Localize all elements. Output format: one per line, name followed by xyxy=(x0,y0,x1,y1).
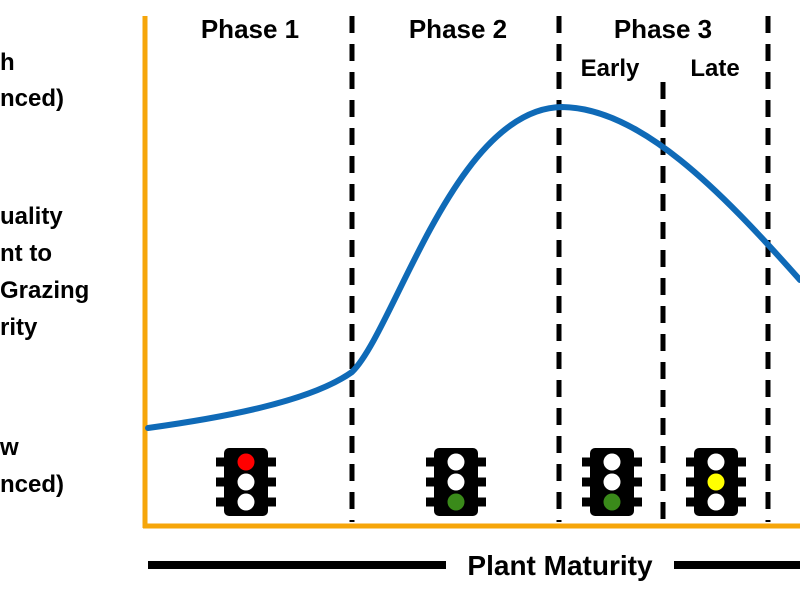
y-axis-labels: h nced) uality nt to Grazing rity w nced… xyxy=(0,49,89,498)
y-bottom-label-line-1: w xyxy=(0,434,19,461)
traffic-light-phase-1-middle-lamp xyxy=(237,473,255,491)
traffic-light-early-bottom-lamp xyxy=(603,493,621,511)
phase-3-label: Phase 3 xyxy=(614,14,712,44)
y-top-label-line-1: h xyxy=(0,49,15,76)
traffic-light-phase-2 xyxy=(426,448,486,516)
quality-curve xyxy=(145,103,800,431)
y-mid-label-line-3: Grazing xyxy=(0,277,89,304)
traffic-light-phase-2-top-lamp xyxy=(447,453,465,471)
phase-1-label: Phase 1 xyxy=(201,14,299,44)
traffic-light-early-middle-lamp xyxy=(603,473,621,491)
y-mid-label-line-1: uality xyxy=(0,203,63,230)
traffic-light-late xyxy=(686,448,746,516)
phase-3-late-label: Late xyxy=(690,55,739,82)
y-mid-label-line-4: rity xyxy=(0,314,38,341)
y-mid-label-line-2: nt to xyxy=(0,240,52,267)
y-top-label-line-2: nced) xyxy=(0,85,64,112)
traffic-light-late-top-lamp xyxy=(707,453,725,471)
x-axis-label-group: Plant Maturity xyxy=(148,550,800,581)
traffic-light-phase-1-bottom-lamp xyxy=(237,493,255,511)
traffic-light-phase-2-middle-lamp xyxy=(447,473,465,491)
phase-2-label: Phase 2 xyxy=(409,14,507,44)
x-axis-label: Plant Maturity xyxy=(467,550,653,581)
traffic-light-early xyxy=(582,448,642,516)
traffic-light-phase-1-top-lamp xyxy=(237,453,255,471)
traffic-light-early-top-lamp xyxy=(603,453,621,471)
traffic-light-late-middle-lamp xyxy=(707,473,725,491)
traffic-light-phase-2-bottom-lamp xyxy=(447,493,465,511)
traffic-light-phase-1 xyxy=(216,448,276,516)
y-bottom-label-line-2: nced) xyxy=(0,471,64,498)
phase-3-early-label: Early xyxy=(581,55,640,82)
traffic-light-late-bottom-lamp xyxy=(707,493,725,511)
